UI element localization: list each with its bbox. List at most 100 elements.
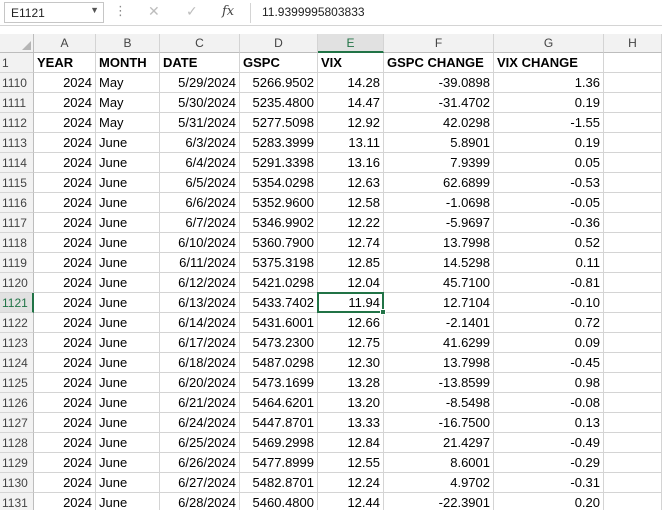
cell[interactable]: 5431.6001: [240, 313, 318, 333]
cell[interactable]: 5/30/2024: [160, 93, 240, 113]
cell[interactable]: 6/18/2024: [160, 353, 240, 373]
cell[interactable]: 0.19: [494, 93, 604, 113]
row-header[interactable]: 1131: [0, 493, 34, 510]
cell[interactable]: 2024: [34, 253, 96, 273]
cell[interactable]: 12.24: [318, 473, 384, 493]
cell[interactable]: June: [96, 413, 160, 433]
row-header[interactable]: 1118: [0, 233, 34, 253]
cell[interactable]: [604, 433, 662, 453]
cell[interactable]: 5433.7402: [240, 293, 318, 313]
cell[interactable]: 6/25/2024: [160, 433, 240, 453]
cell[interactable]: [604, 413, 662, 433]
row-header[interactable]: 1115: [0, 173, 34, 193]
row-header[interactable]: 1123: [0, 333, 34, 353]
name-box[interactable]: E1121 ▼: [4, 2, 104, 23]
cell[interactable]: [604, 153, 662, 173]
cell[interactable]: 2024: [34, 273, 96, 293]
row-header[interactable]: 1129: [0, 453, 34, 473]
row-header[interactable]: 1122: [0, 313, 34, 333]
cell[interactable]: June: [96, 213, 160, 233]
cell[interactable]: -0.36: [494, 213, 604, 233]
cell[interactable]: 5283.3999: [240, 133, 318, 153]
cell[interactable]: 2024: [34, 493, 96, 510]
cell[interactable]: 5354.0298: [240, 173, 318, 193]
cell[interactable]: 12.55: [318, 453, 384, 473]
cell[interactable]: [604, 333, 662, 353]
cell[interactable]: 6/21/2024: [160, 393, 240, 413]
cell[interactable]: 0.20: [494, 493, 604, 510]
cell[interactable]: June: [96, 333, 160, 353]
cell[interactable]: 2024: [34, 373, 96, 393]
cell[interactable]: 12.75: [318, 333, 384, 353]
cell[interactable]: [604, 313, 662, 333]
cell[interactable]: 5487.0298: [240, 353, 318, 373]
cell[interactable]: 2024: [34, 333, 96, 353]
column-header-h[interactable]: H: [604, 34, 662, 53]
cell[interactable]: 2024: [34, 233, 96, 253]
cell[interactable]: [604, 193, 662, 213]
cell[interactable]: -0.49: [494, 433, 604, 453]
cell[interactable]: 2024: [34, 113, 96, 133]
cell[interactable]: June: [96, 353, 160, 373]
cell[interactable]: [604, 113, 662, 133]
cell[interactable]: 5469.2998: [240, 433, 318, 453]
cell[interactable]: 13.7998: [384, 353, 494, 373]
cell[interactable]: 12.85: [318, 253, 384, 273]
cell[interactable]: June: [96, 253, 160, 273]
column-header-e[interactable]: E: [318, 34, 384, 53]
column-header-b[interactable]: B: [96, 34, 160, 53]
cell[interactable]: 13.16: [318, 153, 384, 173]
cell[interactable]: 11.94: [318, 293, 384, 313]
cell[interactable]: 5477.8999: [240, 453, 318, 473]
cell[interactable]: -5.9697: [384, 213, 494, 233]
row-header[interactable]: 1125: [0, 373, 34, 393]
cell[interactable]: 2024: [34, 93, 96, 113]
cell[interactable]: -2.1401: [384, 313, 494, 333]
column-header-a[interactable]: A: [34, 34, 96, 53]
cell[interactable]: 5460.4800: [240, 493, 318, 510]
cell[interactable]: 5473.1699: [240, 373, 318, 393]
more-options-icon[interactable]: ⋮: [114, 3, 127, 18]
cell[interactable]: 13.33: [318, 413, 384, 433]
cell[interactable]: [604, 353, 662, 373]
row-header[interactable]: 1130: [0, 473, 34, 493]
cell[interactable]: 12.63: [318, 173, 384, 193]
cell[interactable]: 6/28/2024: [160, 493, 240, 510]
cell[interactable]: 5291.3398: [240, 153, 318, 173]
cell[interactable]: 5375.3198: [240, 253, 318, 273]
cell[interactable]: -0.45: [494, 353, 604, 373]
cell[interactable]: 5/29/2024: [160, 73, 240, 93]
header-cell[interactable]: [604, 53, 662, 73]
cell[interactable]: 12.66: [318, 313, 384, 333]
cell[interactable]: 13.11: [318, 133, 384, 153]
cell[interactable]: 41.6299: [384, 333, 494, 353]
cell[interactable]: 6/13/2024: [160, 293, 240, 313]
cell[interactable]: -0.31: [494, 473, 604, 493]
cell[interactable]: 5352.9600: [240, 193, 318, 213]
cell[interactable]: June: [96, 493, 160, 510]
cell[interactable]: 2024: [34, 293, 96, 313]
check-icon[interactable]: ✓: [186, 3, 198, 19]
cell[interactable]: June: [96, 373, 160, 393]
row-header[interactable]: 1124: [0, 353, 34, 373]
cell[interactable]: June: [96, 393, 160, 413]
cell[interactable]: 5473.2300: [240, 333, 318, 353]
cell[interactable]: -0.10: [494, 293, 604, 313]
cell[interactable]: 0.19: [494, 133, 604, 153]
cell[interactable]: 6/11/2024: [160, 253, 240, 273]
cell[interactable]: [604, 473, 662, 493]
cell[interactable]: -1.55: [494, 113, 604, 133]
cell[interactable]: 2024: [34, 133, 96, 153]
cell[interactable]: 2024: [34, 393, 96, 413]
header-cell[interactable]: YEAR: [34, 53, 96, 73]
cell[interactable]: 0.13: [494, 413, 604, 433]
formula-input[interactable]: 11.9399995803833: [262, 5, 365, 19]
cell[interactable]: [604, 293, 662, 313]
cell[interactable]: 5464.6201: [240, 393, 318, 413]
cell[interactable]: May: [96, 73, 160, 93]
header-cell[interactable]: VIX: [318, 53, 384, 73]
row-header[interactable]: 1120: [0, 273, 34, 293]
cell[interactable]: 5421.0298: [240, 273, 318, 293]
chevron-down-icon[interactable]: ▼: [90, 5, 99, 15]
cell[interactable]: [604, 373, 662, 393]
